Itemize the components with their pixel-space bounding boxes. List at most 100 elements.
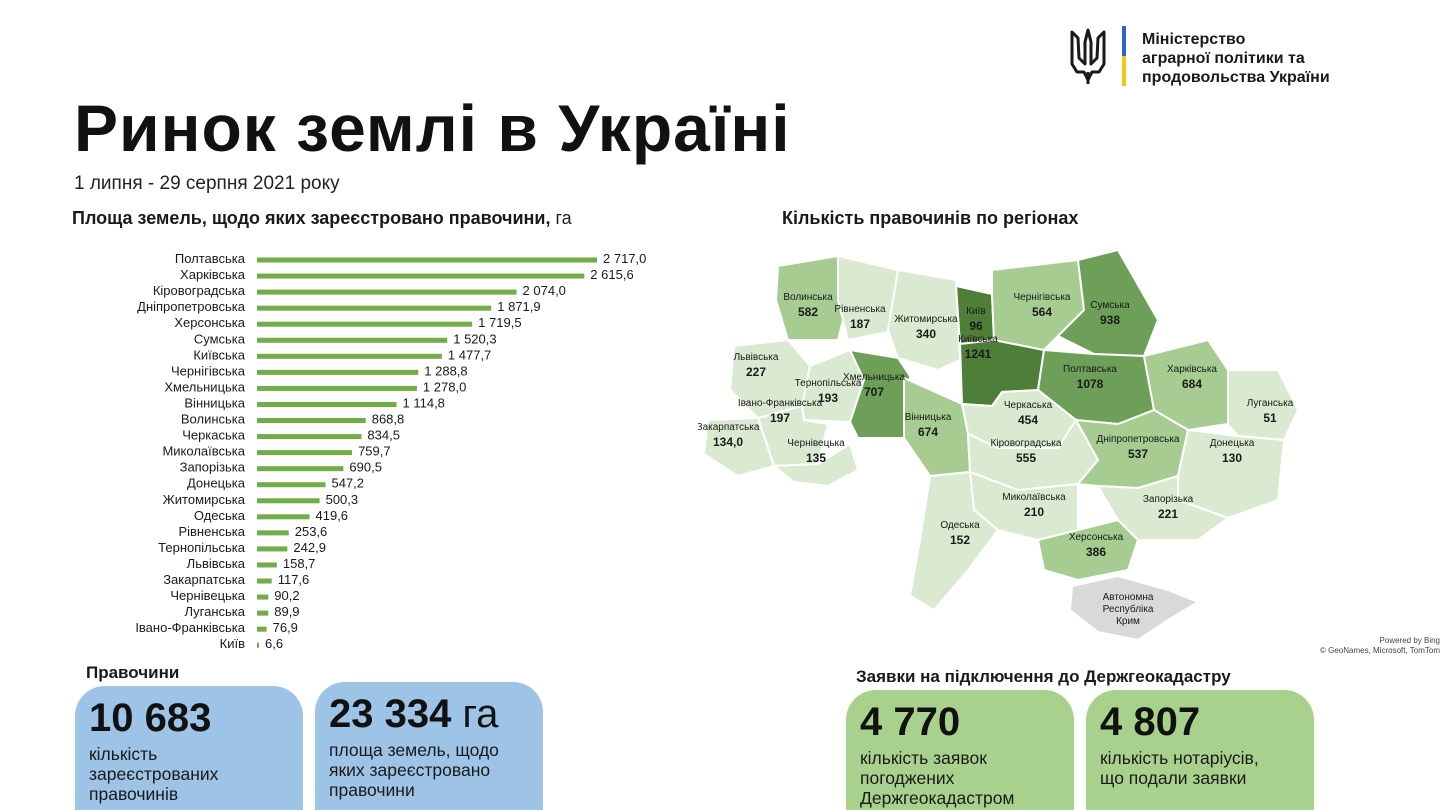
value-label: 253,6 (295, 524, 328, 539)
region-value: 51 (1263, 411, 1277, 425)
region-value: 707 (864, 385, 884, 399)
bar (257, 401, 397, 407)
map-title: Кількість правочинів по регіонах (782, 208, 1079, 228)
ministry-logo: Міністерство аграрної політики та продов… (1068, 26, 1368, 90)
category-label: Хмельницька (164, 379, 245, 394)
category-label: Житомирська (163, 492, 246, 507)
deals-area-desc: площа земель, щодо яких зареєстровано прав… (329, 740, 499, 800)
bar-chart-title: Площа земель, щодо яких зареєстровано пр… (72, 208, 572, 228)
value-label: 2 717,0 (603, 251, 646, 266)
region-name: Житомирська (894, 314, 958, 325)
value-label: 158,7 (283, 556, 316, 571)
bar (257, 642, 259, 648)
region-name: Дніпропетровська (1097, 434, 1180, 445)
category-label: Миколаївська (162, 444, 245, 459)
value-label: 868,8 (372, 412, 405, 427)
map-region (771, 442, 860, 488)
bar (257, 337, 448, 343)
map-region (848, 348, 912, 439)
value-label: 690,5 (349, 460, 382, 475)
region-name: Харківська (1167, 364, 1217, 375)
bar (257, 450, 353, 456)
category-label: Рівненська (178, 524, 245, 539)
ministry-name: Міністерство аграрної політики та продов… (1142, 31, 1330, 86)
flag-bar (1122, 26, 1126, 86)
map-region (886, 268, 962, 372)
category-label: Херсонська (174, 315, 245, 330)
value-label: 117,6 (278, 572, 310, 587)
approved-applications-value: 4 770 (860, 700, 961, 744)
bar (257, 546, 288, 552)
region-name: Херсонська (1069, 532, 1124, 543)
region-name: Тернопільська (795, 378, 862, 389)
region-name: Вінницька (905, 412, 952, 423)
region-value: 130 (1222, 451, 1242, 465)
region-name: Запорізька (1143, 494, 1194, 505)
value-label: 419,6 (316, 508, 349, 523)
region-value: 674 (918, 425, 938, 439)
category-label: Одеська (194, 508, 246, 523)
applications-label: Заявки на підключення до Держгеокадастру (856, 667, 1231, 686)
category-label: Закарпатська (163, 572, 246, 587)
bar (257, 273, 585, 279)
region-name: Крим (1116, 616, 1140, 627)
region-map: Волинська 582 Рівненська 187 Житомирська 340 К… (698, 248, 1300, 642)
region-value: 1078 (1077, 377, 1104, 391)
value-label: 1 719,5 (478, 315, 521, 330)
map-attribution: Powered by Bing © GeoNames, Microsoft, T… (1320, 636, 1440, 655)
bar (257, 434, 362, 440)
bar (257, 578, 272, 584)
region-value: 564 (1032, 305, 1052, 319)
deals-count-value: 10 683 (89, 696, 212, 740)
region-value: 210 (1024, 505, 1044, 519)
region-name: Київська (958, 334, 998, 345)
region-name: Черкаська (1004, 400, 1053, 411)
category-label: Дніпропетровська (137, 299, 246, 314)
deals-label: Правочини (86, 663, 180, 682)
value-label: 6,6 (265, 636, 283, 651)
region-name: Луганська (1247, 398, 1294, 409)
bar (257, 385, 417, 391)
region-value: 386 (1086, 545, 1106, 559)
region-value: 684 (1182, 377, 1202, 391)
map-region (908, 470, 1000, 612)
bar (257, 626, 267, 632)
category-label: Львівська (187, 556, 246, 571)
category-label: Кіровоградська (153, 283, 246, 298)
area-bar-chart: Полтавська 2 717,0 Харківська 2 615,6 Кірово… (135, 251, 646, 651)
deals-count-desc: кількість зареєстрованих правочинів (89, 744, 219, 804)
approved-applications-desc: кількість заявок погоджених Держгеокадастр… (860, 748, 1015, 808)
region-value: 582 (798, 305, 818, 319)
bar (257, 305, 492, 311)
value-label: 2 615,6 (590, 267, 633, 282)
period-subtitle: 1 липня - 29 серпня 2021 року (74, 173, 340, 194)
region-name: Івано-Франківська (738, 398, 823, 409)
map-region (1068, 574, 1201, 642)
category-label: Черкаська (182, 428, 246, 443)
region-name: Полтавська (1063, 364, 1117, 375)
bar (257, 498, 320, 504)
deals-area-card: 23 334 га площа земель, щодо яких зареєст… (315, 682, 543, 810)
map-region (702, 416, 776, 478)
region-name: Волинська (783, 292, 833, 303)
region-name: Одеська (940, 520, 980, 531)
value-label: 1 871,9 (497, 299, 540, 314)
bar (257, 530, 289, 536)
page-title: Ринок землі в Україні (74, 91, 791, 165)
bar (257, 369, 419, 375)
bar (257, 257, 597, 263)
category-label: Запорізька (180, 460, 246, 475)
bar (257, 594, 269, 600)
bar (257, 482, 326, 488)
value-label: 1 477,7 (448, 347, 491, 362)
category-label: Тернопільська (158, 540, 246, 555)
region-value: 221 (1158, 507, 1178, 521)
region-name: Сумська (1090, 300, 1130, 311)
deals-count-card: 10 683 кількість зареєстрованих правочинів (75, 686, 303, 810)
region-value: 193 (818, 391, 838, 405)
region-value: 1241 (965, 347, 992, 361)
category-label: Луганська (184, 604, 245, 619)
region-value: 340 (916, 327, 936, 341)
value-label: 1 288,8 (424, 363, 467, 378)
region-value: 555 (1016, 451, 1036, 465)
